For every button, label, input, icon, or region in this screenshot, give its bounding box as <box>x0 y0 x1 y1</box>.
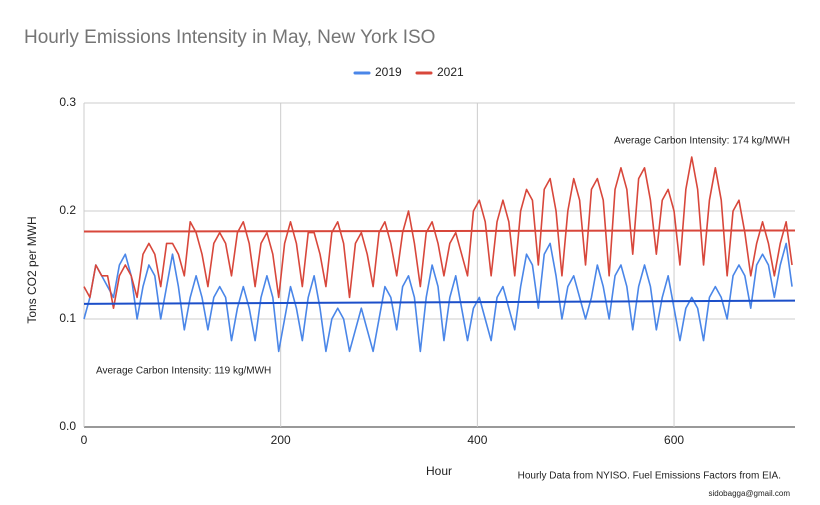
chart-title: Hourly Emissions Intensity in May, New Y… <box>24 27 435 48</box>
y-tick-label: 0.2 <box>59 203 76 217</box>
x-tick-label: 200 <box>271 433 291 447</box>
trend-line <box>83 299 796 305</box>
source-note: Hourly Data from NYISO. Fuel Emissions F… <box>518 471 781 482</box>
x-tick-label: 600 <box>664 433 684 447</box>
y-tick-label: 0.3 <box>59 95 76 109</box>
x-axis-title: Hour <box>426 464 452 478</box>
legend-label: 2019 <box>375 65 402 79</box>
x-tick-label: 0 <box>81 433 88 447</box>
series-line <box>83 242 793 353</box>
credit: sidobagga@gmail.com <box>709 489 791 498</box>
y-tick-label: 0.0 <box>59 419 76 433</box>
annotation: Average Carbon Intensity: 174 kg/MWH <box>614 136 790 147</box>
annotation: Average Carbon Intensity: 119 kg/MWH <box>96 366 271 377</box>
y-axis-title: Tons CO2 per MWH <box>25 216 39 323</box>
x-tick-label: 400 <box>467 433 487 447</box>
series-line <box>83 156 793 309</box>
trend-line <box>83 229 796 233</box>
y-tick-label: 0.1 <box>59 311 76 325</box>
legend-label: 2021 <box>437 65 464 79</box>
